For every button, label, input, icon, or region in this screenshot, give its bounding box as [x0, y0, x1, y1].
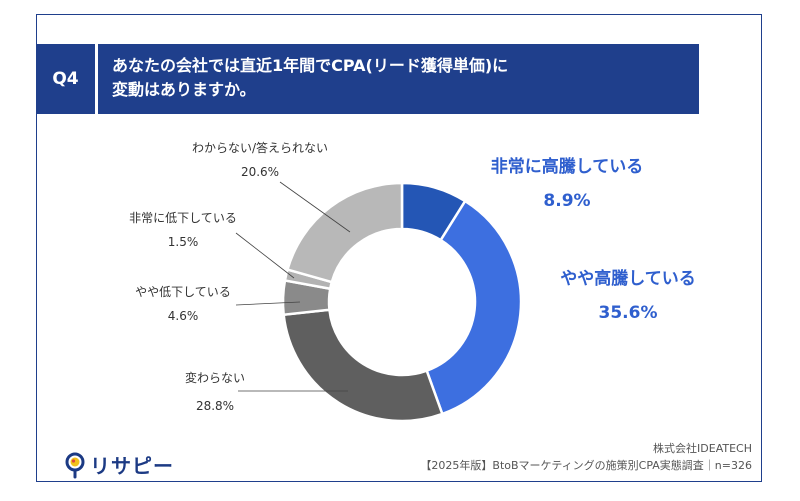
slice-label-5: 非常に低下している: [129, 211, 237, 225]
brand-logo: リサピー: [64, 450, 174, 479]
magnifier-pin-icon: [65, 452, 85, 478]
question-line-2: 変動はありますか。: [112, 80, 256, 99]
brand-name: リサピー: [90, 454, 174, 478]
leader-line-4: [235, 301, 301, 306]
question-text: あなたの会社では直近1年間でCPA(リード獲得単価)に 変動はありますか。: [98, 44, 699, 114]
footer-company: 株式会社IDEATECH: [653, 442, 752, 455]
slice-label-6: わからない/答えられない: [192, 140, 328, 155]
leader-line-6: [279, 181, 351, 233]
slice-value-4: 4.6%: [168, 309, 199, 323]
leader-line-5: [235, 232, 295, 279]
slice-label-3: 変わらない: [185, 370, 245, 385]
footer-source: 【2025年版】BtoBマーケティングの施策別CPA実態調査｜n=326: [420, 459, 752, 472]
question-line-1: あなたの会社では直近1年間でCPA(リード獲得単価)に: [112, 56, 509, 75]
question-header: Q4 あなたの会社では直近1年間でCPA(リード獲得単価)に 変動はありますか。: [36, 44, 699, 114]
slice-label-4: やや低下している: [135, 285, 231, 299]
slice-label-1: 非常に高騰している: [491, 156, 644, 177]
slice-value-1: 8.9%: [543, 191, 590, 211]
slice-value-3: 28.8%: [196, 399, 234, 413]
donut-slice-6: [285, 181, 404, 284]
slice-value-6: 20.6%: [241, 165, 279, 179]
footer-credit: 株式会社IDEATECH 【2025年版】BtoBマーケティングの施策別CPA実…: [420, 440, 752, 474]
question-badge: Q4: [36, 44, 95, 114]
slice-value-5: 1.5%: [168, 235, 199, 249]
donut-slice-3: [282, 308, 444, 423]
donut-slice-2: [425, 199, 523, 416]
slice-label-2: やや高騰している: [560, 268, 696, 289]
slice-value-2: 35.6%: [599, 303, 658, 323]
